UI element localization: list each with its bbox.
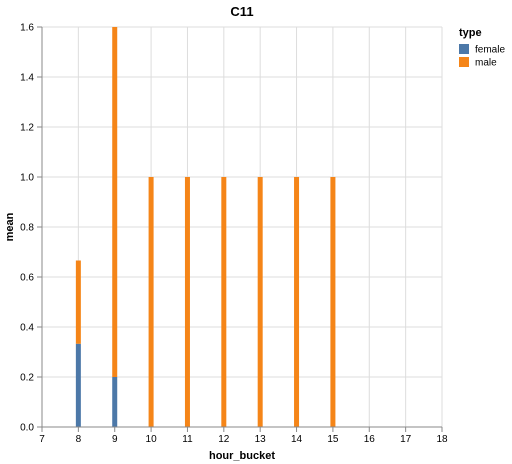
bar-female bbox=[75, 343, 81, 427]
legend-swatch-female bbox=[459, 44, 469, 54]
legend-label-female: female bbox=[475, 45, 505, 56]
y-tick-label: 1.2 bbox=[20, 123, 34, 134]
x-tick-label: 16 bbox=[364, 434, 376, 445]
y-tick-label: 0.2 bbox=[20, 373, 34, 384]
bar-male bbox=[112, 27, 118, 377]
x-tick-label: 18 bbox=[436, 434, 448, 445]
legend-title: type bbox=[459, 27, 482, 39]
legend-swatch-male bbox=[459, 57, 469, 67]
x-axis-title: hour_bucket bbox=[209, 450, 275, 462]
grid bbox=[41, 26, 443, 428]
legend-items: female male bbox=[459, 44, 505, 69]
x-tick-label: 10 bbox=[146, 434, 158, 445]
y-ticks: 0.0 0.2 0.4 0.6 0.8 1.0 1.2 1.4 1.6 bbox=[20, 23, 42, 434]
bar-male bbox=[330, 177, 336, 427]
legend-label-male: male bbox=[475, 58, 497, 69]
x-tick-label: 15 bbox=[327, 434, 339, 445]
y-tick-label: 1.0 bbox=[20, 173, 34, 184]
x-tick-label: 14 bbox=[291, 434, 303, 445]
bar-male bbox=[75, 260, 81, 344]
y-tick-label: 1.4 bbox=[20, 73, 34, 84]
chart-title: C11 bbox=[230, 4, 253, 19]
bar-male bbox=[294, 177, 300, 427]
bar-male bbox=[221, 177, 227, 427]
bar-male bbox=[184, 177, 190, 427]
y-tick-label: 1.6 bbox=[20, 23, 34, 34]
x-tick-label: 12 bbox=[218, 434, 230, 445]
x-tick-label: 11 bbox=[182, 434, 193, 445]
y-tick-label: 0.4 bbox=[20, 323, 34, 334]
y-axis-title: mean bbox=[4, 212, 16, 241]
x-tick-label: 17 bbox=[400, 434, 412, 445]
x-tick-label: 13 bbox=[255, 434, 267, 445]
y-tick-label: 0.8 bbox=[20, 223, 34, 234]
bars bbox=[75, 27, 336, 427]
x-tick-label: 8 bbox=[76, 434, 82, 445]
legend: type female male bbox=[459, 27, 505, 69]
bar-male bbox=[148, 177, 154, 427]
x-tick-label: 9 bbox=[112, 434, 118, 445]
x-tick-label: 7 bbox=[39, 434, 45, 445]
bar-male bbox=[257, 177, 263, 427]
x-ticks: 7 8 9 10 11 12 13 14 15 16 17 18 bbox=[39, 427, 448, 445]
y-tick-label: 0.0 bbox=[20, 423, 34, 434]
bar-female bbox=[112, 377, 118, 427]
y-tick-label: 0.6 bbox=[20, 273, 34, 284]
